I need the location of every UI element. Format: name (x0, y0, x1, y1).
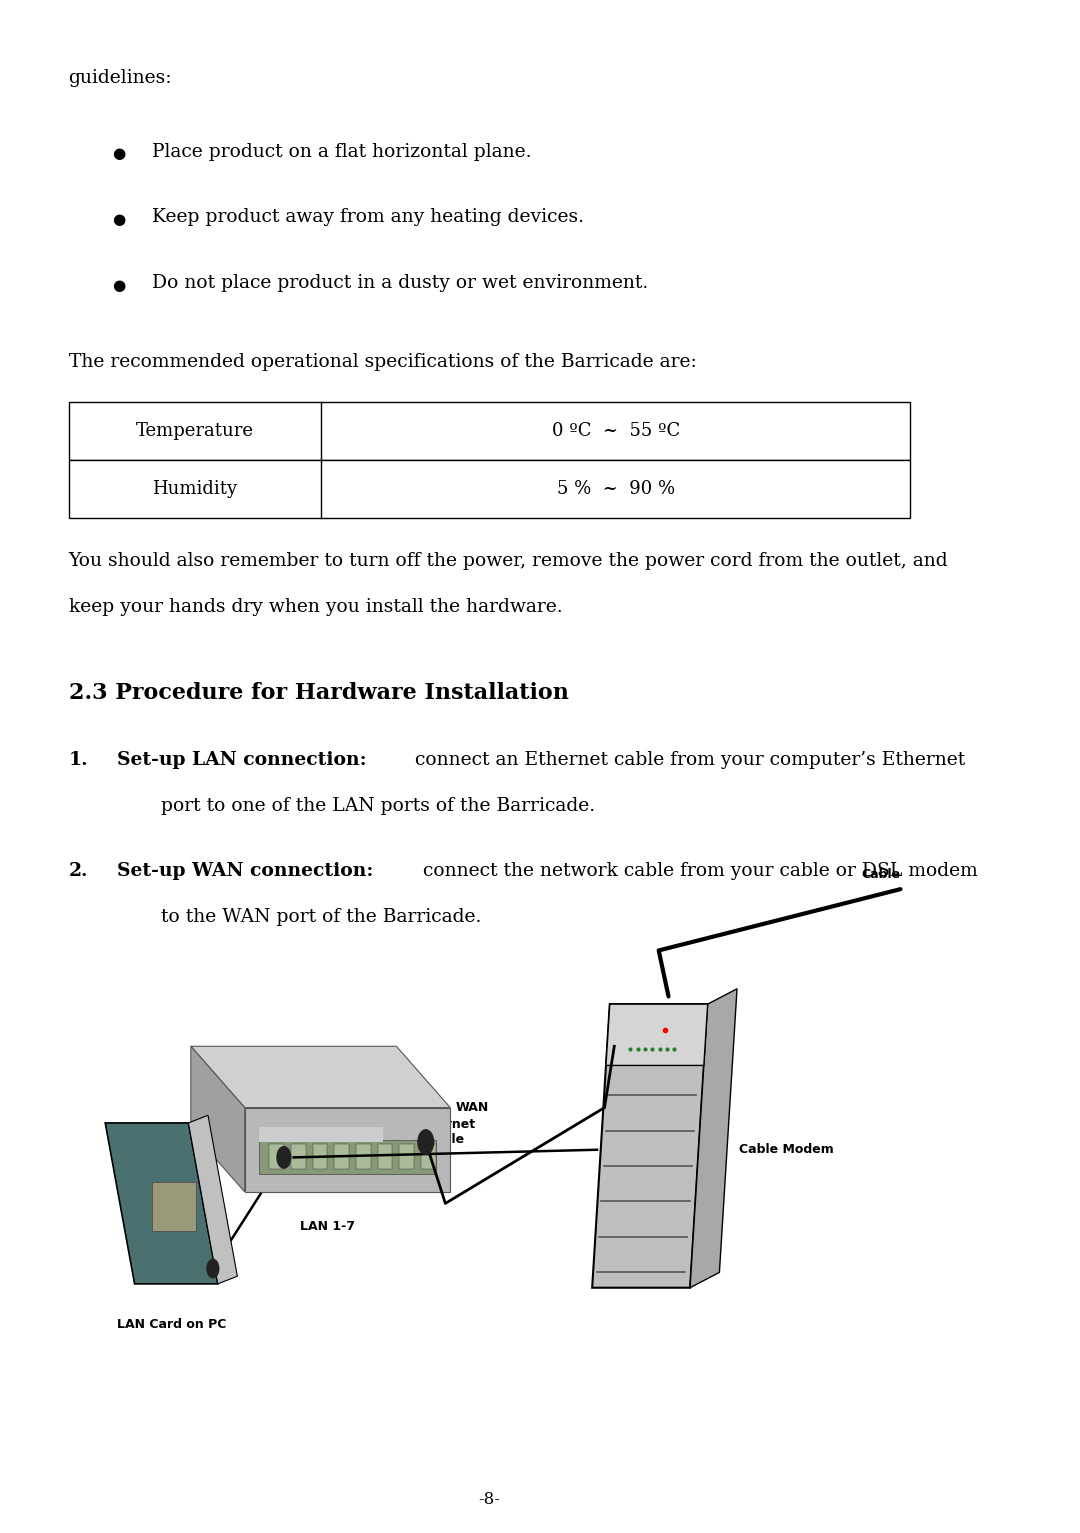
Polygon shape (690, 989, 737, 1288)
Text: Temperature: Temperature (136, 422, 254, 440)
Text: Keep product away from any heating devices.: Keep product away from any heating devic… (151, 208, 583, 227)
Polygon shape (188, 1116, 238, 1285)
Bar (259, 1127, 382, 1142)
Text: connect the network cable from your cable or DSL modem: connect the network cable from your cabl… (417, 862, 978, 880)
Text: keep your hands dry when you install the hardware.: keep your hands dry when you install the… (68, 598, 562, 616)
Bar (421, 1145, 435, 1170)
Text: LAN 1-7: LAN 1-7 (300, 1220, 355, 1233)
Text: ●: ● (112, 147, 125, 161)
Text: to the WAN port of the Barricade.: to the WAN port of the Barricade. (162, 908, 482, 926)
Polygon shape (105, 1124, 218, 1285)
Text: ●: ● (112, 279, 125, 293)
Polygon shape (191, 1047, 245, 1193)
Bar (259, 1141, 435, 1174)
Bar (151, 1182, 195, 1231)
Polygon shape (606, 1004, 707, 1065)
Text: guidelines:: guidelines: (68, 69, 172, 87)
Text: Humidity: Humidity (152, 480, 238, 498)
Text: 2.: 2. (68, 862, 87, 880)
Text: Place product on a flat horizontal plane.: Place product on a flat horizontal plane… (151, 143, 531, 161)
Text: ●: ● (112, 213, 125, 227)
Bar (400, 1145, 414, 1170)
Text: LAN Card on PC: LAN Card on PC (117, 1318, 226, 1331)
Text: connect an Ethernet cable from your computer’s Ethernet: connect an Ethernet cable from your comp… (409, 751, 966, 770)
Polygon shape (245, 1108, 450, 1193)
Polygon shape (592, 1004, 707, 1288)
Text: Set-up WAN connection:: Set-up WAN connection: (118, 862, 374, 880)
Text: Do not place product in a dusty or wet environment.: Do not place product in a dusty or wet e… (151, 274, 648, 293)
Text: port to one of the LAN ports of the Barricade.: port to one of the LAN ports of the Barr… (162, 797, 596, 816)
Bar (312, 1145, 327, 1170)
Bar (334, 1145, 349, 1170)
Bar (68, 402, 910, 460)
Text: Ethernet
Cable: Ethernet Cable (415, 1118, 476, 1147)
Text: Cable: Cable (862, 869, 901, 881)
Circle shape (207, 1260, 219, 1279)
Text: 0 ºC  ~  55 ºC: 0 ºC ~ 55 ºC (552, 422, 679, 440)
Text: 1.: 1. (68, 751, 89, 770)
Text: The recommended operational specifications of the Barricade are:: The recommended operational specificatio… (68, 353, 697, 371)
Bar (68, 460, 910, 518)
Polygon shape (191, 1047, 450, 1108)
Text: 2.3 Procedure for Hardware Installation: 2.3 Procedure for Hardware Installation (68, 682, 568, 704)
Bar (269, 1145, 284, 1170)
Text: Cable Modem: Cable Modem (739, 1144, 834, 1156)
Text: You should also remember to turn off the power, remove the power cord from the o: You should also remember to turn off the… (68, 552, 948, 570)
Text: 5 %  ~  90 %: 5 % ~ 90 % (556, 480, 675, 498)
Text: WAN: WAN (455, 1102, 488, 1114)
Bar (355, 1145, 370, 1170)
Circle shape (418, 1130, 433, 1154)
Bar (291, 1145, 306, 1170)
Circle shape (276, 1147, 291, 1168)
Text: Set-up LAN connection:: Set-up LAN connection: (118, 751, 367, 770)
Text: -8-: -8- (478, 1490, 500, 1508)
Bar (378, 1145, 392, 1170)
